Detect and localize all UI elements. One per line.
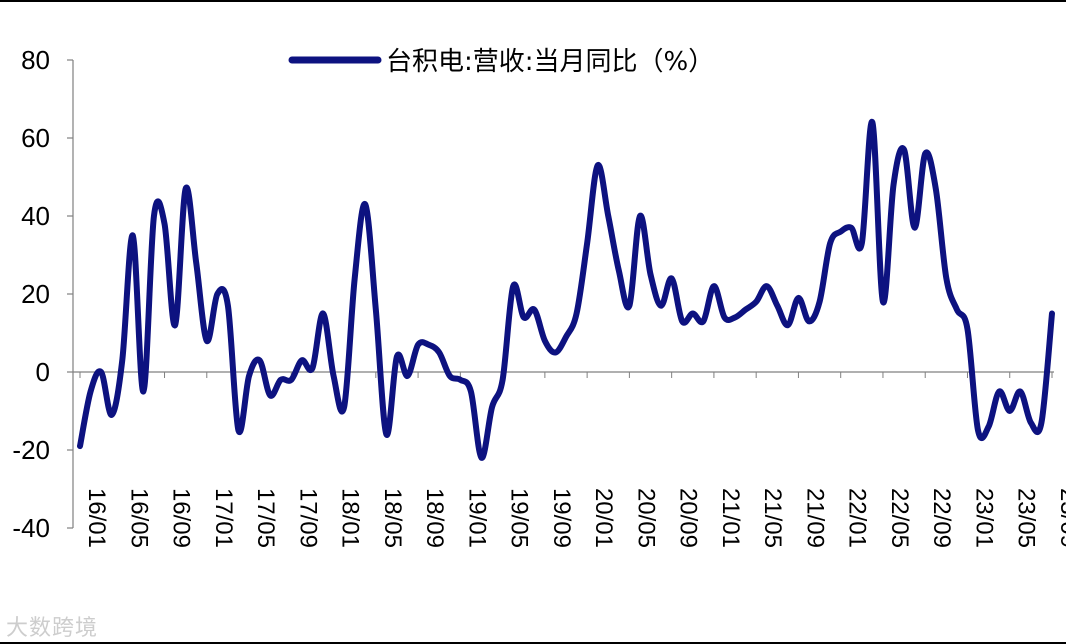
y-tick-label: 20 — [21, 279, 50, 309]
x-tick-label: 22/09 — [928, 488, 955, 548]
x-tick-label: 16/09 — [168, 488, 195, 548]
legend-label: 台积电:营收:当月同比（%） — [386, 47, 714, 77]
y-tick-label: 40 — [21, 201, 50, 231]
x-tick-label: 19/09 — [548, 488, 575, 548]
x-tick-label: 17/05 — [252, 488, 279, 548]
x-tick-label: 17/01 — [210, 488, 237, 548]
x-tick-label: 18/05 — [379, 488, 406, 548]
x-tick-label: 19/05 — [506, 488, 533, 548]
x-tick-label: 16/05 — [125, 488, 152, 548]
x-tick-label: 22/01 — [844, 488, 871, 548]
x-tick-label: 22/05 — [886, 488, 913, 548]
x-tick-label: 18/09 — [421, 488, 448, 548]
y-tick-label: 0 — [36, 357, 50, 387]
x-tick-label: 23/05 — [1013, 488, 1040, 548]
series-layer — [77, 119, 1055, 461]
x-tick-label: 21/01 — [717, 488, 744, 548]
watermark: 大数跨境 — [6, 616, 99, 641]
y-axis: -40 -20 0 20 40 60 80 — [12, 45, 74, 543]
x-tick-label: 16/01 — [83, 488, 110, 548]
y-tick-label: -20 — [12, 435, 50, 465]
x-tick-label: 18/01 — [337, 488, 364, 548]
x-tick-label: 21/09 — [801, 488, 828, 548]
legend: 台积电:营收:当月同比（%） — [288, 47, 714, 77]
x-tick-label: 20/01 — [590, 488, 617, 548]
x-tick-label: 19/01 — [463, 488, 490, 548]
x-axis: 16/01 16/05 16/09 17/01 17/05 17/09 18/01 18/05… — [73, 371, 1066, 548]
x-tick-label: 23/09 — [1055, 488, 1066, 548]
x-tick-label: 23/01 — [970, 488, 997, 548]
y-tick-label: 80 — [21, 45, 50, 75]
x-tick-label: 17/09 — [294, 488, 321, 548]
x-tick-label: 20/09 — [675, 488, 702, 548]
y-tick-label: -40 — [12, 513, 50, 543]
series-line — [77, 119, 1055, 461]
y-tick-label: 60 — [21, 123, 50, 153]
x-tick-label: 20/05 — [632, 488, 659, 548]
x-tick-label: 21/05 — [759, 488, 786, 548]
